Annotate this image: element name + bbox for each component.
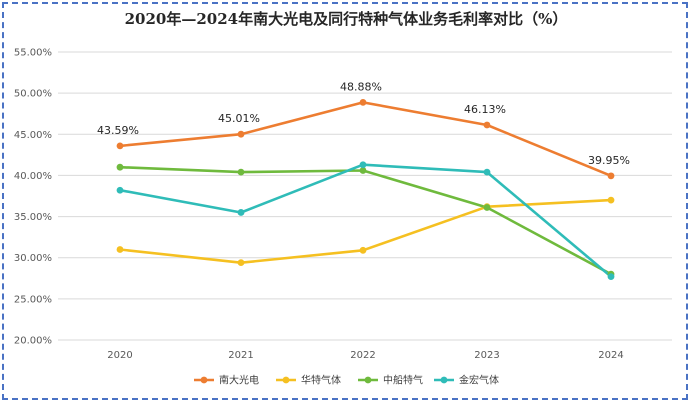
legend-swatch-marker bbox=[364, 376, 372, 384]
data-point bbox=[359, 167, 367, 174]
data-point bbox=[359, 246, 367, 254]
y-tick-label: 20.00% bbox=[14, 336, 52, 347]
data-point bbox=[483, 168, 491, 176]
data-point bbox=[607, 196, 615, 204]
x-tick-label: 2021 bbox=[228, 350, 253, 361]
data-point bbox=[116, 246, 124, 253]
data-label: 45.01% bbox=[218, 112, 260, 125]
data-point bbox=[359, 98, 367, 106]
y-tick-label: 45.00% bbox=[14, 130, 52, 141]
data-point bbox=[607, 172, 615, 180]
series-line bbox=[118, 163, 613, 278]
data-label: 43.59% bbox=[97, 124, 139, 137]
legend-label: 金宏气体 bbox=[459, 374, 499, 387]
y-tick-label: 35.00% bbox=[14, 212, 52, 223]
y-tick-label: 25.00% bbox=[14, 294, 52, 305]
data-point bbox=[237, 130, 245, 138]
data-label: 46.13% bbox=[464, 103, 506, 116]
x-tick-label: 2023 bbox=[474, 350, 499, 361]
x-tick-label: 2020 bbox=[107, 350, 132, 361]
data-point bbox=[116, 186, 124, 194]
legend-label: 中船特气 bbox=[383, 374, 423, 387]
data-point bbox=[483, 204, 491, 211]
y-tick-label: 55.00% bbox=[14, 48, 52, 59]
series-line bbox=[118, 198, 613, 265]
data-label: 48.88% bbox=[340, 80, 382, 93]
data-point bbox=[237, 168, 245, 176]
data-point bbox=[237, 259, 245, 267]
data-point bbox=[116, 163, 124, 171]
data-point bbox=[116, 142, 124, 150]
x-tick-label: 2024 bbox=[598, 350, 623, 361]
legend-label: 南大光电 bbox=[219, 374, 259, 387]
y-tick-label: 30.00% bbox=[14, 253, 52, 264]
data-point bbox=[483, 121, 491, 129]
chart-frame bbox=[2, 2, 688, 400]
data-label: 39.95% bbox=[588, 154, 630, 167]
legend-label: 华特气体 bbox=[301, 374, 341, 387]
chart-title: 2020年—2024年南大光电及同行特种气体业务毛利率对比（%） bbox=[124, 10, 568, 28]
legend-swatch-marker bbox=[440, 376, 448, 384]
legend-swatch-marker bbox=[282, 376, 290, 384]
data-point bbox=[607, 273, 615, 281]
y-tick-label: 40.00% bbox=[14, 171, 52, 182]
y-tick-label: 50.00% bbox=[14, 89, 52, 100]
legend-swatch-marker bbox=[200, 376, 208, 384]
data-point bbox=[359, 161, 367, 169]
x-tick-label: 2022 bbox=[350, 350, 375, 361]
data-point bbox=[237, 209, 245, 216]
